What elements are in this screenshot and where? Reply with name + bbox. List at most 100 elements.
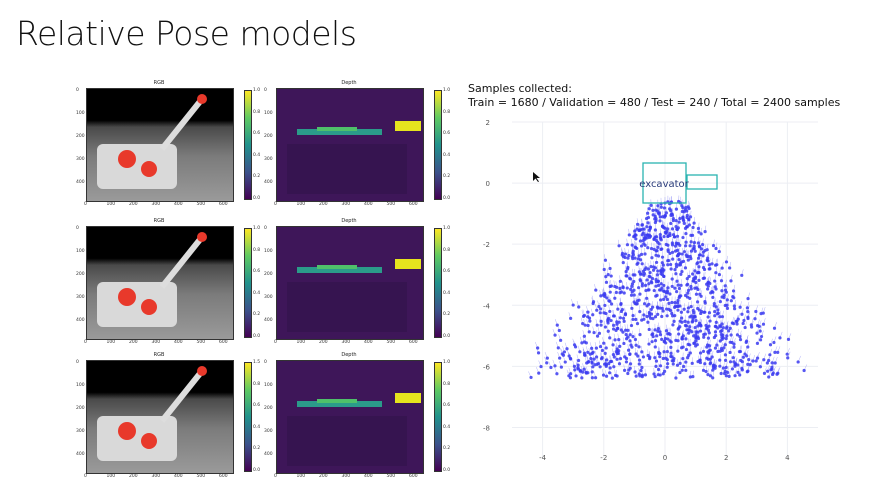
pose-sample-point <box>692 246 696 251</box>
pose-sample-point <box>578 350 582 354</box>
pose-sample-point <box>640 374 644 379</box>
pose-sample-point <box>693 269 697 273</box>
pose-sample-point <box>740 273 744 277</box>
pose-sample-point <box>646 215 651 220</box>
pose-sample-point <box>640 365 644 370</box>
pose-sample-point <box>683 208 687 212</box>
pose-sample-point <box>762 358 766 362</box>
pose-sample-point <box>659 282 663 286</box>
depth-colorbar-tick: 0.0 <box>443 467 451 473</box>
rgb-y-tick: 100 <box>76 111 85 116</box>
pose-sample-point <box>620 253 624 257</box>
pose-sample-point <box>682 250 687 254</box>
pose-sample-point <box>609 318 613 323</box>
pose-sample-point <box>642 313 646 317</box>
pose-sample-point <box>658 235 662 239</box>
pose-sample-point <box>676 339 680 343</box>
pose-sample-point <box>628 276 632 280</box>
pose-sample-point <box>665 350 669 354</box>
rgb-colorbar-tick: 0.8 <box>253 109 261 115</box>
depth-band <box>317 265 357 269</box>
pose-sample-point <box>751 359 755 363</box>
pose-sample-point <box>624 332 628 337</box>
pose-sample-point <box>732 360 736 364</box>
pose-sample-point <box>675 248 679 252</box>
depth-colorbar-tick: 0.4 <box>443 290 451 296</box>
pose-sample-point <box>653 339 658 343</box>
pose-sample-point <box>598 311 602 315</box>
pose-sample-point <box>624 270 628 274</box>
pose-sample-point <box>706 328 710 332</box>
pose-sample-point <box>621 261 625 265</box>
depth-y-tick: 400 <box>264 180 273 185</box>
pose-sample-point <box>664 329 669 333</box>
rgb-colorbar-tick: 0.2 <box>253 174 261 179</box>
pose-sample-point <box>728 360 733 364</box>
pose-sample-point <box>615 374 619 378</box>
pose-sample-point <box>659 238 663 242</box>
rgb-x-tick: 100 <box>106 474 116 479</box>
pose-sample-point <box>697 256 701 260</box>
rgb-plot-title: RGB <box>153 218 165 224</box>
pose-sample-point <box>674 241 678 245</box>
pose-sample-point <box>615 357 619 361</box>
pose-sample-point <box>705 248 709 252</box>
pose-sample-point <box>712 363 716 367</box>
pose-sample-point <box>746 297 750 301</box>
pose-sample-point <box>698 292 702 296</box>
pose-sample-point <box>701 368 706 372</box>
pose-sample-point <box>683 293 688 298</box>
pose-sample-point <box>573 345 578 349</box>
pose-sample-point <box>685 254 689 259</box>
pose-sample-point <box>699 247 704 251</box>
depth-colorbar-tick: 0.2 <box>443 446 451 451</box>
pose-sample-point <box>590 361 594 365</box>
rover-scene <box>97 94 207 189</box>
pose-sample-point <box>671 217 675 221</box>
pose-sample-point <box>633 245 637 249</box>
pose-sample-point <box>673 300 677 305</box>
pose-sample-point <box>649 316 653 320</box>
pose-sample-point <box>571 303 575 307</box>
pose-sample-point <box>684 347 689 352</box>
pose-sample-point <box>656 240 660 244</box>
rgb-y-tick: 400 <box>76 180 85 185</box>
pose-sample-point <box>668 292 672 296</box>
pose-sample-point <box>639 272 644 276</box>
pose-sample-point <box>755 356 760 360</box>
depth-band <box>317 399 357 403</box>
pose-sample-point <box>606 273 610 277</box>
pose-sample-point <box>614 290 618 295</box>
pose-sample-point <box>653 345 657 349</box>
pose-sample-point <box>725 325 729 329</box>
pose-sample-point <box>731 322 736 326</box>
pose-sample-point <box>736 363 740 367</box>
pose-sample-point <box>602 267 606 272</box>
depth-y-tick: 0 <box>264 226 267 231</box>
depth-y-tick: 200 <box>264 406 273 411</box>
pose-sample-point <box>642 317 646 321</box>
pose-sample-point <box>767 358 771 363</box>
pose-sample-point <box>698 351 703 355</box>
pose-sample-point <box>693 249 697 253</box>
rgb-x-tick: 0 <box>84 340 87 345</box>
pose-sample-point <box>711 295 715 300</box>
pose-sample-point <box>659 298 663 302</box>
pose-sample-point <box>671 362 675 366</box>
pose-sample-point <box>677 220 681 224</box>
depth-y-tick: 300 <box>264 157 273 162</box>
pose-sample-point <box>714 333 718 338</box>
pose-sample-point <box>631 314 635 318</box>
depth-x-tick: 500 <box>386 202 396 207</box>
pose-sample-point <box>723 358 728 362</box>
depth-image <box>276 360 424 474</box>
pose-sample-point <box>715 312 719 316</box>
pose-sample-point <box>672 319 676 323</box>
pose-sample-point <box>638 333 642 337</box>
pose-sample-point <box>664 211 668 215</box>
pose-sample-point <box>685 283 689 287</box>
pose-sample-point <box>577 305 581 309</box>
pose-sample-point <box>603 351 607 355</box>
depth-colorbar-tick: 0.8 <box>443 381 451 387</box>
pose-sample-point <box>622 319 626 323</box>
